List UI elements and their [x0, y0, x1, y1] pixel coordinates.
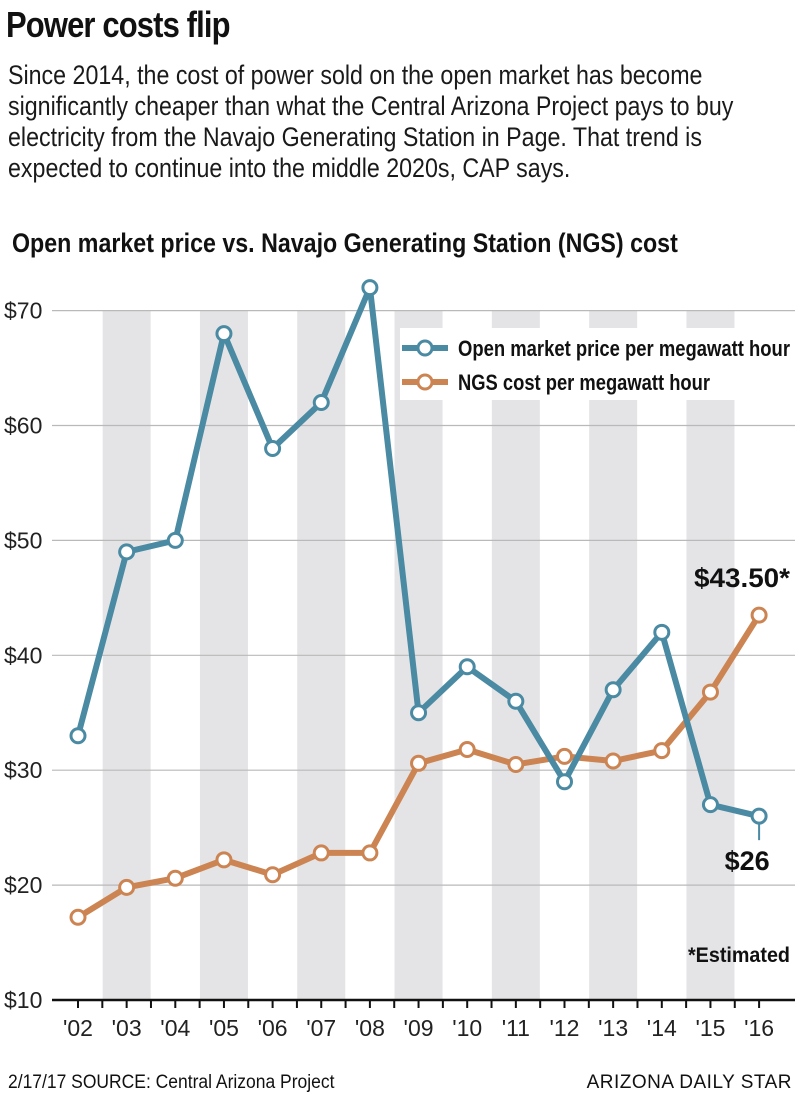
ngs-point	[458, 741, 476, 759]
ngs-point	[215, 851, 233, 869]
series-group	[69, 279, 768, 926]
open_market-point	[507, 692, 525, 710]
ngs-point	[264, 866, 282, 884]
x-tick-label: '07	[306, 1015, 336, 1040]
open_market-point	[653, 623, 671, 641]
x-tick-label: '02	[63, 1015, 93, 1040]
open-last-value-label: $26	[725, 846, 770, 876]
estimated-footnote: *Estimated	[688, 944, 790, 967]
open_market-point	[215, 325, 233, 343]
x-tick-label: '14	[647, 1015, 677, 1040]
y-tick-label: $20	[4, 872, 42, 898]
legend-swatch-marker	[416, 339, 434, 357]
x-tick-label: '04	[160, 1015, 190, 1040]
y-tick-label: $40	[4, 642, 42, 668]
ngs-point	[69, 908, 87, 926]
x-tick-label: '05	[209, 1015, 239, 1040]
open_market-point	[166, 531, 184, 549]
legend-label: NGS cost per megawatt hour	[458, 370, 710, 395]
ngs-point	[410, 754, 428, 772]
y-tick-label: $10	[4, 987, 42, 1013]
legend-label: Open market price per megawatt hour	[458, 336, 790, 361]
open_market-point	[604, 681, 622, 699]
x-tick-label: '10	[452, 1015, 482, 1040]
x-tick-label: '08	[355, 1015, 385, 1040]
legend-background	[400, 328, 795, 400]
x-axis: '02 '03 '04 '05 '06 '07 '08 '09 '10 '11 '12 '13 '14 '…	[52, 998, 795, 1040]
open_market-point	[264, 439, 282, 457]
ngs-point	[118, 878, 136, 896]
x-tick-label: '11	[502, 1015, 530, 1040]
ngs-point	[653, 742, 671, 760]
x-tick-label: '09	[404, 1015, 434, 1040]
ngs-point	[604, 752, 622, 770]
publisher-credit: ARIZONA DAILY STAR	[586, 1072, 792, 1093]
legend-swatch-marker	[416, 373, 434, 391]
x-tick-label: '06	[258, 1015, 288, 1040]
ngs-point	[361, 844, 379, 862]
open_market-point	[410, 704, 428, 722]
open_market-point	[118, 543, 136, 561]
ngs-point	[701, 683, 719, 701]
y-tick-label: $70	[4, 298, 42, 324]
ngs-point	[750, 606, 768, 624]
x-tick-label: '16	[744, 1015, 774, 1040]
legend: Open market price per megawatt hour NGS c…	[402, 336, 790, 395]
legend-box	[400, 328, 795, 400]
ngs-point	[312, 844, 330, 862]
open_market-point	[750, 807, 768, 825]
x-tick-label: '12	[550, 1015, 580, 1040]
ngs-point	[166, 869, 184, 887]
ngs-point	[507, 755, 525, 773]
open_market-point	[69, 727, 87, 745]
x-tick-label: '15	[695, 1015, 725, 1040]
y-tick-label: $50	[4, 527, 42, 553]
open_market-point	[312, 394, 330, 412]
ngs-point	[556, 747, 573, 765]
chart-title: Open market price vs. Navajo Generating …	[12, 228, 678, 258]
x-tick-label: '03	[112, 1015, 142, 1040]
page-description: Since 2014, the cost of power sold on th…	[8, 60, 734, 183]
annotations: $43.50* $26 *Estimated	[688, 563, 791, 967]
open_market-point	[556, 773, 573, 791]
ngs-last-value-label: $43.50*	[694, 563, 791, 593]
page-title: Power costs flip	[6, 4, 231, 45]
x-tick-label: '13	[598, 1015, 628, 1040]
open_market-point	[361, 279, 379, 297]
y-tick-label: $30	[4, 757, 42, 783]
open_market-point	[701, 796, 719, 814]
line-chart: $10 $20 $30 $40 $50 $60 $70 '02 '03 '04 '05 '06 '07…	[4, 279, 795, 1040]
open_market-point	[458, 658, 476, 676]
y-tick-label: $60	[4, 413, 42, 439]
source-credit: 2/17/17 SOURCE: Central Arizona Project	[8, 1072, 335, 1093]
y-axis-labels: $10 $20 $30 $40 $50 $60 $70	[4, 298, 42, 1013]
